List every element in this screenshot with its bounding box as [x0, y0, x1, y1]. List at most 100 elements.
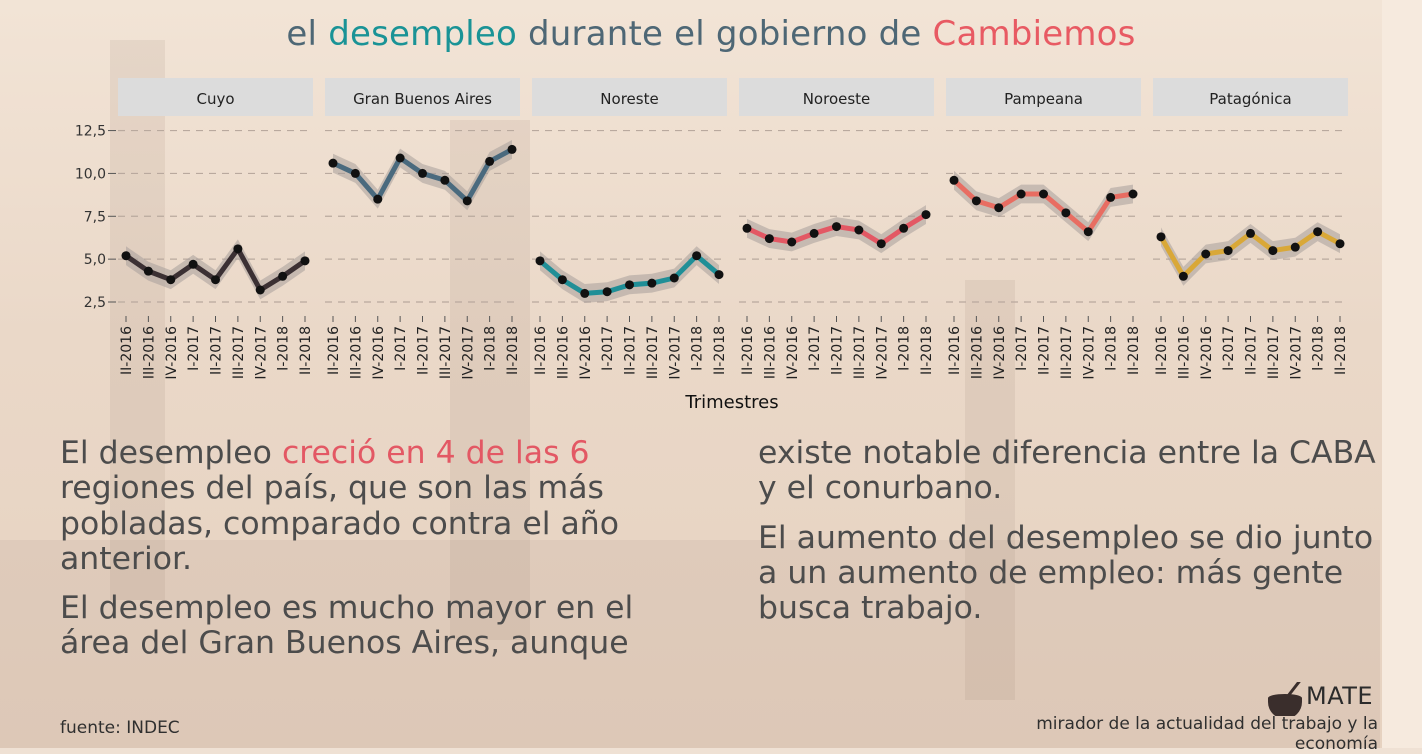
title-highlight-cambiemos: Cambiemos — [932, 14, 1136, 54]
data-point — [1016, 189, 1026, 199]
x-tick-label: I-2017 — [807, 326, 823, 371]
y-tick-label: 12,5 — [75, 124, 106, 140]
x-tick-label: III-2016 — [348, 326, 364, 379]
x-tick-label: II-2017 — [416, 326, 432, 375]
x-tick-label: I-2018 — [483, 326, 499, 371]
data-point — [535, 256, 545, 266]
x-tick-label: II-2018 — [712, 326, 728, 375]
x-tick-label: II-2017 — [1037, 326, 1053, 375]
data-point — [418, 168, 427, 178]
source-note: fuente: INDEC — [60, 718, 180, 738]
highlight-text: creció en 4 de las 6 — [281, 435, 590, 471]
x-tick-label: II-2016 — [740, 326, 756, 375]
x-tick-label: IV-2017 — [1081, 326, 1097, 380]
x-tick-label: IV-2016 — [578, 326, 594, 380]
data-point — [462, 196, 472, 206]
x-tick-label: II-2017 — [209, 326, 225, 375]
x-tick-label: I-2017 — [1014, 326, 1030, 371]
data-point — [971, 196, 981, 206]
data-point — [188, 259, 198, 269]
x-tick-label: I-2018 — [897, 326, 913, 371]
data-point — [1128, 189, 1138, 199]
factory-silhouette — [0, 540, 1380, 748]
facet-strip — [946, 78, 1141, 116]
data-point — [485, 156, 495, 166]
data-point — [440, 175, 450, 185]
data-point — [1201, 249, 1211, 259]
data-point — [764, 234, 774, 244]
x-tick-label: II-2016 — [326, 326, 342, 375]
confidence-band — [1161, 222, 1340, 286]
title-part: durante el gobierno de — [517, 14, 933, 54]
right-margin-strip — [1382, 0, 1422, 748]
x-tick-label: II-2016 — [533, 326, 549, 375]
x-tick-label: III-2016 — [1176, 326, 1192, 379]
data-point — [809, 228, 819, 238]
data-point — [1061, 208, 1071, 218]
x-tick-label: I-2018 — [1311, 326, 1327, 371]
data-point — [1268, 246, 1278, 256]
x-tick-label: III-2017 — [645, 326, 661, 379]
facet-strip — [325, 78, 520, 116]
paragraph: El desempleo creció en 4 de las 6 region… — [60, 435, 710, 577]
data-point — [832, 222, 841, 232]
y-tick-label: 10,0 — [75, 166, 106, 182]
data-point — [899, 223, 909, 233]
mate-gourd-icon — [1268, 682, 1302, 716]
confidence-band — [954, 170, 1133, 242]
x-tick-label: IV-2016 — [371, 326, 387, 380]
text-column-left: El desempleo creció en 4 de las 6 region… — [60, 435, 710, 676]
data-point — [625, 280, 634, 290]
unemployment-chart: 12,5 10,0 7,5 5,0 2,5 Cuyo II-2016 III-2016 IV-2… — [75, 78, 1349, 413]
data-point — [255, 285, 265, 295]
x-tick-label: III-2017 — [438, 326, 454, 379]
data-point — [669, 273, 679, 283]
data-point — [211, 275, 220, 285]
x-tick-label: II-2018 — [1126, 326, 1142, 375]
x-tick-label: IV-2016 — [785, 326, 801, 380]
data-point — [1156, 232, 1166, 242]
x-tick-label: III-2016 — [141, 326, 157, 379]
data-point — [1290, 242, 1300, 252]
data-point — [143, 266, 153, 276]
data-point — [580, 288, 590, 298]
data-point — [714, 270, 724, 280]
x-tick-label: III-2016 — [762, 326, 778, 379]
data-point — [328, 158, 338, 168]
x-tick-label: III-2016 — [555, 326, 571, 379]
data-point — [1083, 227, 1093, 237]
data-point — [1039, 189, 1048, 199]
data-point — [373, 194, 383, 204]
x-tick-label: II-2018 — [505, 326, 521, 375]
data-point — [278, 271, 288, 281]
x-tick-label: IV-2017 — [874, 326, 890, 380]
x-tick-label: IV-2017 — [253, 326, 269, 380]
x-tick-label: IV-2017 — [460, 326, 476, 380]
data-point — [1178, 271, 1188, 281]
data-point — [921, 210, 931, 220]
y-tick-label: 2,5 — [84, 295, 106, 311]
data-point — [742, 223, 752, 233]
x-tick-label: II-2016 — [1154, 326, 1170, 375]
confidence-band — [540, 246, 719, 303]
x-tick-label: III-2017 — [231, 326, 247, 379]
x-tick-label: II-2016 — [119, 326, 135, 375]
x-axis-title: Trimestres — [684, 392, 778, 413]
x-tick-label: II-2017 — [830, 326, 846, 375]
data-point — [1106, 192, 1116, 202]
facet-label: Gran Buenos Aires — [353, 90, 492, 108]
logo-text: MATE — [1306, 682, 1374, 710]
x-tick-label: II-2017 — [1244, 326, 1260, 375]
data-point — [876, 239, 886, 249]
x-tick-label: I-2017 — [186, 326, 202, 371]
data-point — [507, 144, 517, 154]
data-point — [602, 287, 612, 297]
x-tick-label: II-2018 — [1333, 326, 1349, 375]
text-column-right: existe notable diferencia entre la CABA … — [758, 435, 1388, 640]
facet-label: Cuyo — [196, 90, 234, 108]
facet-strip — [532, 78, 727, 116]
x-tick-label: II-2018 — [919, 326, 935, 375]
data-point — [166, 275, 176, 285]
facet-strip — [1153, 78, 1348, 116]
